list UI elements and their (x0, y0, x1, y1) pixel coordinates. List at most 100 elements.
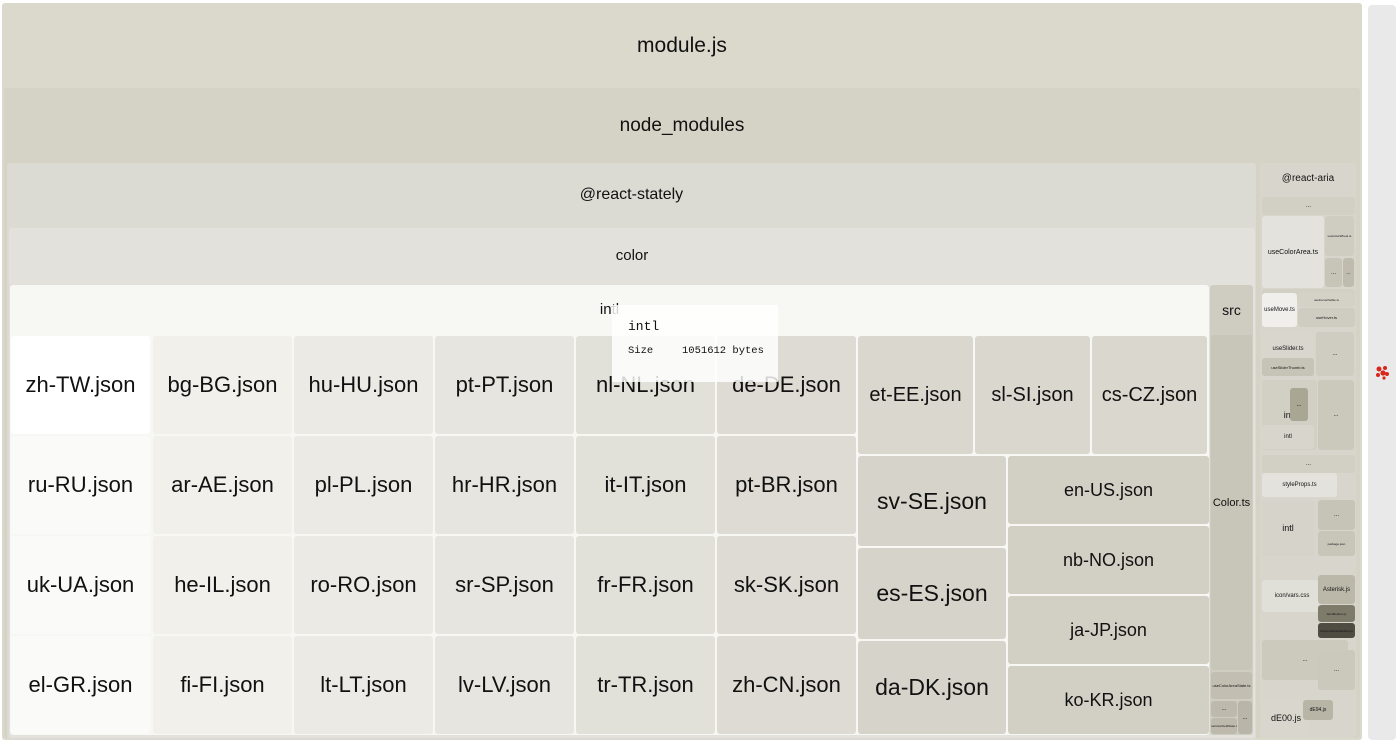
node-color-label: color (615, 247, 649, 264)
node-react-stately-label: @react-stately (579, 186, 684, 203)
node-file-label: useSliderThumb.ts (1271, 364, 1305, 370)
node-locale-file-label: sl-SI.json (991, 383, 1074, 406)
node-locale-file[interactable]: ja-JP.json (1008, 596, 1209, 664)
node-file[interactable]: intl (1262, 500, 1314, 556)
node-locale-file-label: pl-PL.json (314, 472, 413, 497)
node-locale-file[interactable]: ro-RO.json (294, 536, 433, 634)
node-locale-file[interactable]: fr-FR.json (576, 536, 715, 634)
node-file-label: useColorArea.ts (1267, 248, 1319, 256)
node-locale-file[interactable]: sk-SK.json (717, 536, 856, 634)
node-locale-file[interactable]: pt-PT.json (435, 336, 574, 434)
node-file-label: useMove.ts (1264, 307, 1295, 313)
node-locale-file[interactable]: lt-LT.json (294, 636, 433, 734)
node-file-label: useHover.ts (1315, 315, 1338, 320)
node-locale-file[interactable]: uk-UA.json (11, 536, 150, 634)
node-file[interactable]: ... (1238, 701, 1252, 734)
node-file[interactable]: AlertMedium.js (1318, 605, 1355, 622)
node-locale-file[interactable]: ko-KR.json (1008, 666, 1209, 734)
node-locale-file-label: pt-PT.json (455, 372, 554, 397)
node-file[interactable]: useSliderThumb.ts (1262, 358, 1314, 376)
node-file[interactable]: ... (1325, 258, 1342, 287)
node-locale-file[interactable]: zh-TW.json (11, 336, 150, 434)
node-color-ts[interactable]: Color.ts (1211, 335, 1252, 670)
node-locale-file[interactable]: pl-PL.json (294, 436, 433, 534)
node-locale-file[interactable]: sr-SP.json (435, 536, 574, 634)
node-file[interactable]: ... (1262, 455, 1355, 473)
node-file[interactable]: ... (1318, 500, 1355, 530)
tooltip-name: intl (628, 319, 660, 334)
node-locale-file[interactable]: et-EE.json (858, 336, 973, 454)
node-locale-file-label: hr-HR.json (451, 472, 558, 497)
node-locale-file[interactable]: ar-AE.json (153, 436, 292, 534)
foamtree-logo-icon (1376, 366, 1389, 380)
node-locale-file-label: cs-CZ.json (1101, 383, 1198, 406)
node-file-label: styleProps.ts (1282, 482, 1317, 488)
node-react-aria-label: @react-aria (1281, 173, 1335, 184)
node-file[interactable]: useColorFieldState.ts (1211, 718, 1237, 734)
node-file-label: ... (1333, 667, 1339, 673)
node-locale-file[interactable]: hr-HR.json (435, 436, 574, 534)
node-file[interactable]: dE94.js (1303, 700, 1333, 720)
node-locale-file-label: da-DK.json (875, 674, 989, 700)
node-file[interactable]: styleProps.ts (1262, 473, 1337, 497)
node-locale-file-label: lt-LT.json (320, 672, 407, 697)
node-node-modules-label: node_modules (619, 115, 745, 136)
node-locale-file[interactable]: sv-SE.json (858, 456, 1006, 546)
node-locale-file-label: et-EE.json (869, 383, 962, 406)
node-file[interactable]: ... (1318, 650, 1355, 690)
node-locale-file-label: zh-CN.json (732, 672, 841, 697)
node-file[interactable]: intl (1262, 425, 1314, 449)
node-locale-file[interactable]: el-GR.json (11, 636, 150, 734)
node-file[interactable]: useMove.ts (1262, 293, 1297, 327)
node-file[interactable]: dE00.js (1262, 700, 1310, 735)
node-locale-file-label: nb-NO.json (1062, 549, 1155, 570)
node-file[interactable]: ... (1211, 701, 1237, 717)
node-locale-file[interactable]: pt-BR.json (717, 436, 856, 534)
node-file[interactable]: useColorAreaState.ts (1211, 672, 1252, 699)
node-locale-file[interactable]: he-IL.json (153, 536, 292, 634)
node-locale-file-label: sk-SK.json (733, 572, 840, 597)
node-file[interactable]: ... (1290, 388, 1308, 421)
node-file[interactable]: ... (1318, 380, 1354, 450)
node-intl-label: intl (599, 301, 620, 318)
node-file-label: useColorFieldState.ts (1211, 724, 1237, 728)
node-locale-file[interactable]: nb-NO.json (1008, 526, 1209, 594)
node-file[interactable]: useColorArea.ts (1262, 216, 1324, 288)
node-locale-file[interactable]: da-DK.json (858, 641, 1006, 734)
node-file-label: Asterisk.js (1322, 586, 1351, 593)
node-file-label: dE94.js (1309, 707, 1327, 713)
node-file-label: useFocusVisible.ts (1314, 298, 1339, 302)
node-file[interactable]: useColorWheel.ts (1325, 216, 1354, 256)
node-file-label: ... (1332, 351, 1338, 357)
node-locale-file[interactable]: sl-SI.json (975, 336, 1090, 454)
node-locale-file[interactable]: hu-HU.json (294, 336, 433, 434)
node-locale-file[interactable]: it-IT.json (576, 436, 715, 534)
node-color-ts-label: Color.ts (1212, 496, 1251, 509)
node-locale-file[interactable]: lv-LV.json (435, 636, 574, 734)
node-file[interactable]: package.json (1318, 531, 1355, 556)
node-locale-file[interactable]: es-ES.json (858, 548, 1006, 639)
node-file[interactable]: ChevronDownMedium.js (1318, 623, 1355, 638)
node-file[interactable]: ... (1262, 197, 1355, 215)
node-file[interactable]: Asterisk.js (1318, 575, 1355, 604)
node-file[interactable]: useHover.ts (1298, 308, 1355, 327)
node-locale-file-label: fr-FR.json (597, 572, 694, 597)
node-file-label: ... (1302, 657, 1308, 663)
node-file-label: ... (1221, 706, 1227, 712)
node-file[interactable]: useFocusVisible.ts (1298, 293, 1355, 307)
node-locale-file[interactable]: cs-CZ.json (1092, 336, 1207, 454)
node-file[interactable]: ... (1343, 258, 1354, 287)
node-locale-file[interactable]: ru-RU.json (11, 436, 150, 534)
node-file[interactable]: ... (1316, 332, 1354, 376)
node-locale-file-label: it-IT.json (604, 472, 687, 497)
node-locale-file[interactable]: tr-TR.json (576, 636, 715, 734)
node-locale-file-label: he-IL.json (174, 572, 271, 597)
node-locale-file[interactable]: bg-BG.json (153, 336, 292, 434)
node-file-label: dE00.js (1270, 712, 1302, 723)
node-locale-file-label: ro-RO.json (310, 572, 417, 597)
node-locale-file[interactable]: en-US.json (1008, 456, 1209, 524)
node-file[interactable]: icon/vars.css (1262, 580, 1322, 612)
node-locale-file-label: ja-JP.json (1070, 619, 1147, 640)
node-locale-file[interactable]: zh-CN.json (717, 636, 856, 734)
node-locale-file[interactable]: fi-FI.json (153, 636, 292, 734)
